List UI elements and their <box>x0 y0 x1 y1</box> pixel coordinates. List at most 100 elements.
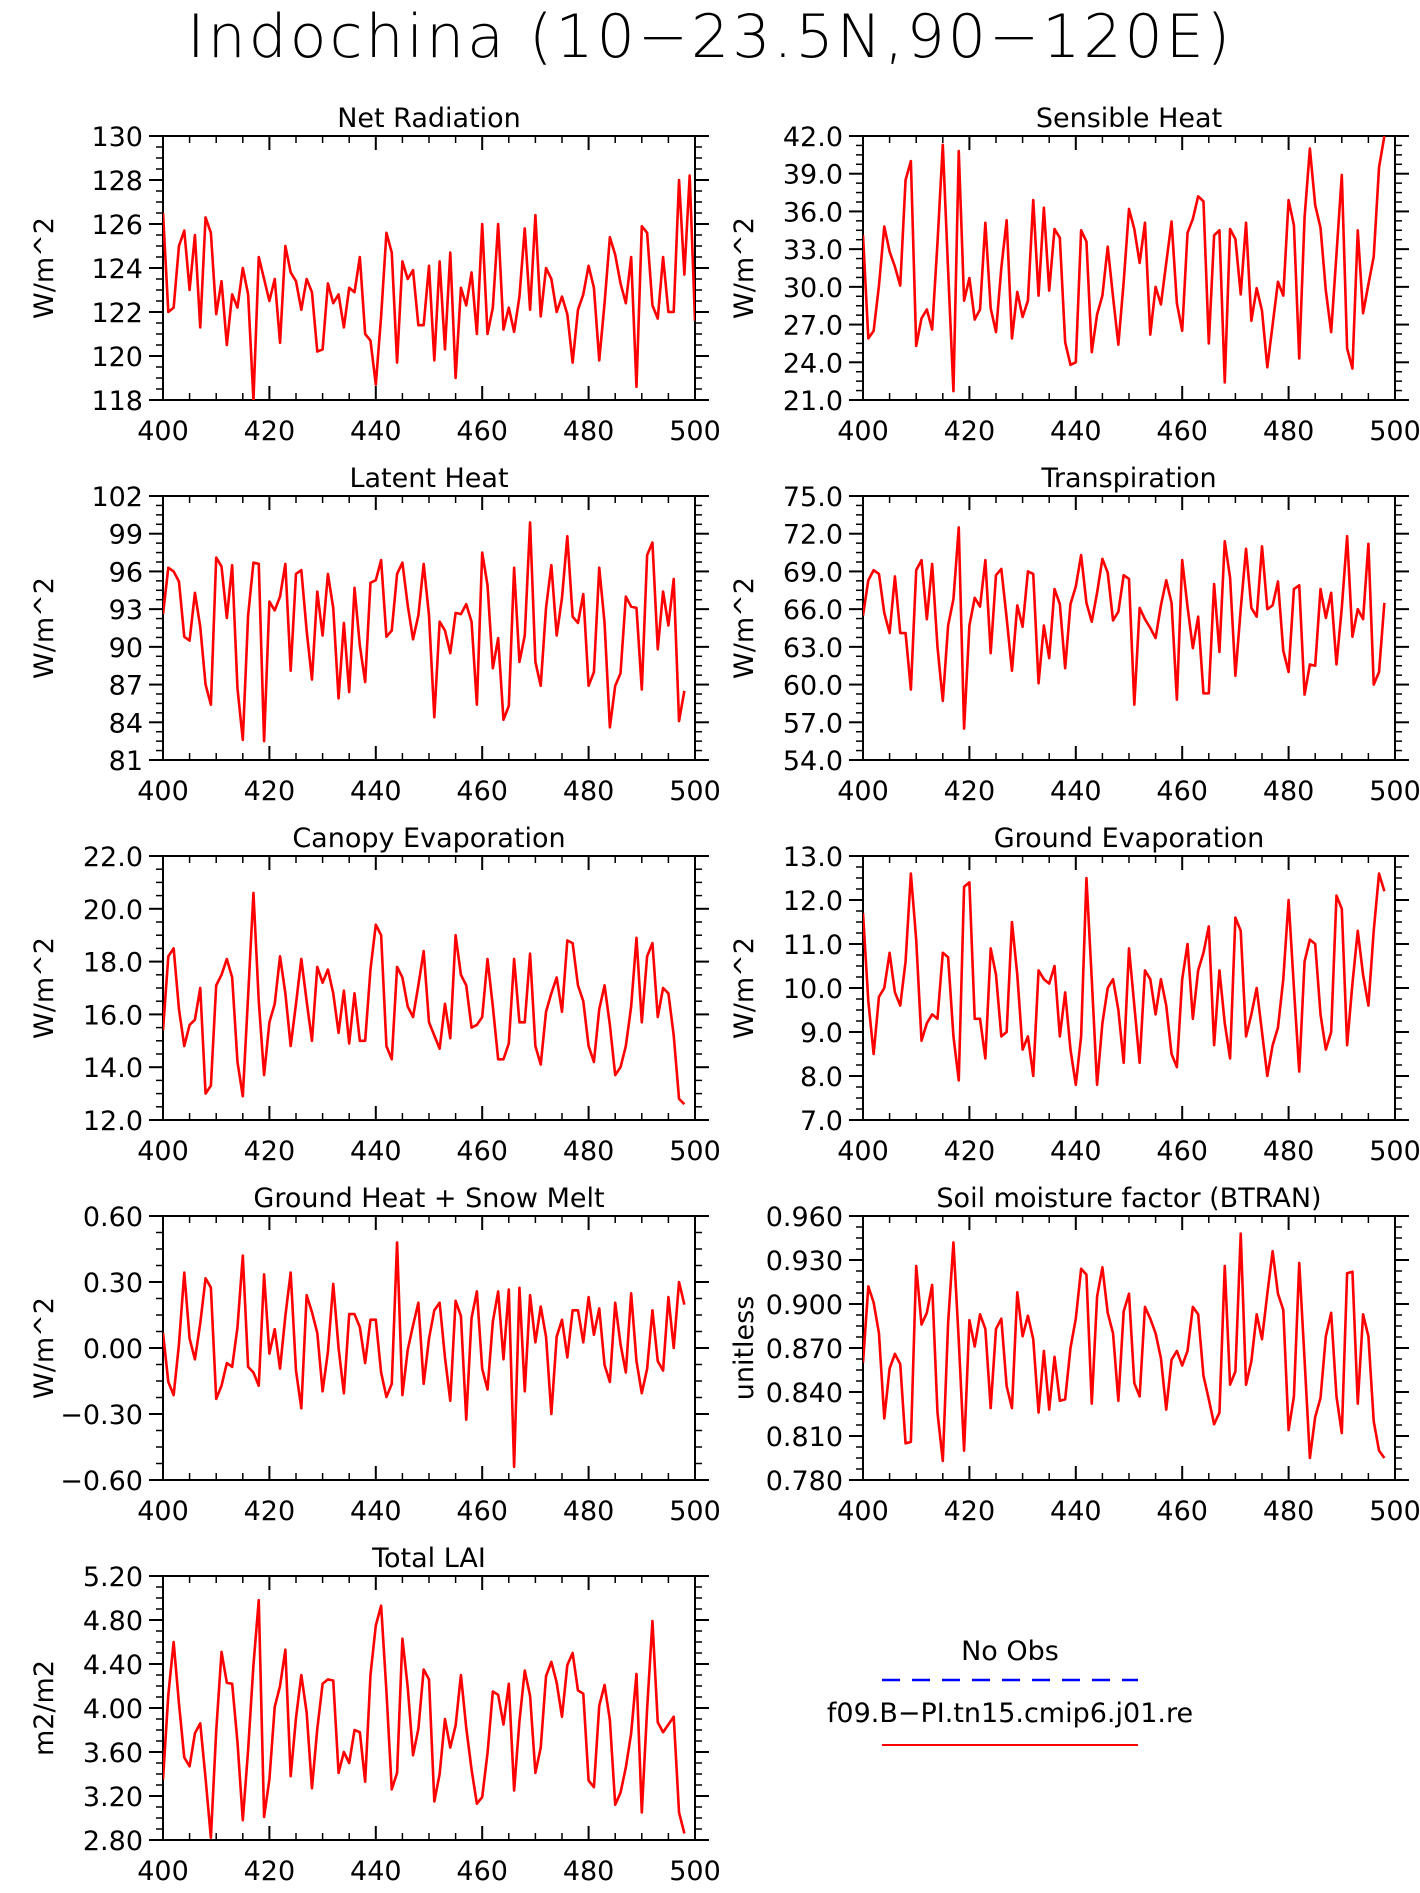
plot-frame <box>862 855 1396 1121</box>
x-tick-label: 440 <box>1050 1496 1102 1527</box>
x-tick-label: 460 <box>456 1496 508 1527</box>
x-tick-label: 480 <box>563 1856 615 1887</box>
y-tick-label: 96 <box>109 557 143 588</box>
x-tick-label: 440 <box>350 1136 402 1167</box>
x-tick-label: 400 <box>837 1136 889 1167</box>
x-tick-label: 480 <box>563 416 615 447</box>
x-tick-label: 480 <box>1263 1136 1315 1167</box>
y-tick-label: 16.0 <box>83 1000 143 1031</box>
y-tick-label: 126 <box>91 210 143 241</box>
y-tick-label: 36.0 <box>783 197 843 228</box>
panel-title: Canopy Evaporation <box>292 823 565 854</box>
y-tick-label: 4.00 <box>83 1694 143 1725</box>
y-tick-label: −0.60 <box>60 1466 143 1497</box>
series-line <box>163 174 695 400</box>
y-tick-label: 0.810 <box>766 1422 843 1453</box>
x-tick-label: 460 <box>456 1856 508 1887</box>
plot-frame <box>862 495 1396 761</box>
y-tick-label: 130 <box>91 122 143 153</box>
x-tick-label: 400 <box>837 416 889 447</box>
chart-panel: 400 420 440 460 480 500 2.80 3.20 3.60 4.00 4.40 4.… <box>29 1543 721 1887</box>
y-tick-label: 0.900 <box>766 1290 843 1321</box>
y-tick-label: 22.0 <box>83 842 143 873</box>
y-axis-label: unitless <box>729 1296 760 1401</box>
x-tick-label: 480 <box>1263 776 1315 807</box>
x-tick-label: 500 <box>669 1496 721 1527</box>
y-tick-label: 81 <box>109 746 143 777</box>
series-line <box>163 1241 686 1469</box>
y-tick-label: 75.0 <box>783 482 843 513</box>
legend: No Obs f09.B−PI.tn15.cmip6.j01.re <box>827 1636 1193 1746</box>
y-axis-label: m2/m2 <box>29 1660 60 1756</box>
y-tick-label: 72.0 <box>783 520 843 551</box>
x-tick-label: 400 <box>137 1136 189 1167</box>
y-tick-label: 5.20 <box>83 1562 143 1593</box>
x-tick-label: 400 <box>137 1496 189 1527</box>
series-line <box>863 872 1386 1087</box>
y-tick-label: 0.840 <box>766 1378 843 1409</box>
y-tick-label: 21.0 <box>783 386 843 417</box>
x-tick-label: 460 <box>1156 1496 1208 1527</box>
panel-title: Latent Heat <box>349 463 508 494</box>
x-tick-label: 400 <box>837 776 889 807</box>
x-tick-label: 500 <box>669 1856 721 1887</box>
y-tick-label: 93 <box>109 595 143 626</box>
y-tick-label: 42.0 <box>783 122 843 153</box>
y-tick-label: 118 <box>91 386 143 417</box>
x-tick-label: 480 <box>1263 416 1315 447</box>
x-tick-label: 500 <box>669 776 721 807</box>
chart-panel: 400 420 440 460 480 500 −0.60 −0.30 0.00 0.30 0.60… <box>29 1183 721 1527</box>
x-tick-label: 460 <box>1156 1136 1208 1167</box>
y-tick-label: 128 <box>91 166 143 197</box>
y-tick-label: 8.0 <box>800 1062 843 1093</box>
panel-title: Total LAI <box>371 1543 486 1574</box>
legend-model-label: f09.B−PI.tn15.cmip6.j01.re <box>827 1698 1193 1729</box>
chart-panel: 400 420 440 460 480 500 118 120 122 124 126 128 130 N… <box>29 103 721 447</box>
x-tick-label: 500 <box>669 1136 721 1167</box>
y-tick-label: 24.0 <box>783 348 843 379</box>
x-tick-label: 420 <box>244 1856 296 1887</box>
x-tick-label: 420 <box>244 1136 296 1167</box>
x-tick-label: 460 <box>456 776 508 807</box>
x-tick-label: 400 <box>137 416 189 447</box>
panel-title: Ground Evaporation <box>994 823 1265 854</box>
y-tick-label: 0.870 <box>766 1334 843 1365</box>
y-tick-label: 0.00 <box>83 1334 143 1365</box>
panel-title: Net Radiation <box>337 103 521 134</box>
series-line <box>863 1232 1386 1463</box>
x-tick-label: 440 <box>1050 1136 1102 1167</box>
x-tick-label: 500 <box>1369 1136 1420 1167</box>
y-tick-label: 57.0 <box>783 708 843 739</box>
y-tick-label: 10.0 <box>783 974 843 1005</box>
x-tick-label: 440 <box>1050 416 1102 447</box>
x-tick-label: 440 <box>350 416 402 447</box>
y-tick-label: 54.0 <box>783 746 843 777</box>
x-tick-label: 420 <box>944 776 996 807</box>
x-tick-label: 460 <box>1156 776 1208 807</box>
y-tick-label: 3.20 <box>83 1782 143 1813</box>
y-axis-label: W/m^2 <box>729 577 760 679</box>
y-tick-label: 0.30 <box>83 1268 143 1299</box>
chart-panel: 400 420 440 460 480 500 12.0 14.0 16.0 18.0 20.0 22… <box>29 823 721 1167</box>
y-axis-label: W/m^2 <box>29 1297 60 1399</box>
y-tick-label: 0.960 <box>766 1202 843 1233</box>
plot-frame <box>862 135 1396 401</box>
figure-title: Indochina (10−23.5N,90−120E) <box>186 2 1234 72</box>
x-tick-label: 500 <box>1369 1496 1420 1527</box>
y-tick-label: 2.80 <box>83 1826 143 1857</box>
y-tick-label: 69.0 <box>783 557 843 588</box>
y-tick-label: 102 <box>91 482 143 513</box>
y-tick-label: 66.0 <box>783 595 843 626</box>
y-tick-label: 124 <box>91 254 143 285</box>
y-tick-label: 4.40 <box>83 1650 143 1681</box>
x-tick-label: 480 <box>563 776 615 807</box>
y-tick-label: 18.0 <box>83 948 143 979</box>
y-tick-label: 60.0 <box>783 671 843 702</box>
x-tick-label: 420 <box>944 1136 996 1167</box>
x-tick-label: 420 <box>944 1496 996 1527</box>
y-tick-label: 99 <box>109 520 143 551</box>
x-tick-label: 420 <box>244 1496 296 1527</box>
chart-panel: 400 420 440 460 480 500 0.780 0.810 0.840 0.870 0.… <box>729 1183 1420 1527</box>
x-tick-label: 420 <box>244 416 296 447</box>
x-tick-label: 400 <box>137 1856 189 1887</box>
